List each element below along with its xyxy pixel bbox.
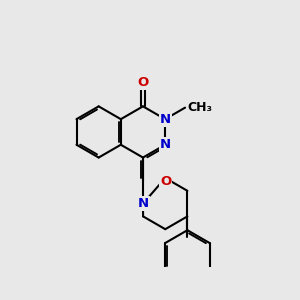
Text: N: N (160, 113, 171, 126)
Text: N: N (137, 197, 148, 210)
Text: N: N (160, 138, 171, 151)
Text: O: O (137, 76, 148, 89)
Text: O: O (160, 175, 171, 188)
Text: CH₃: CH₃ (188, 101, 213, 114)
